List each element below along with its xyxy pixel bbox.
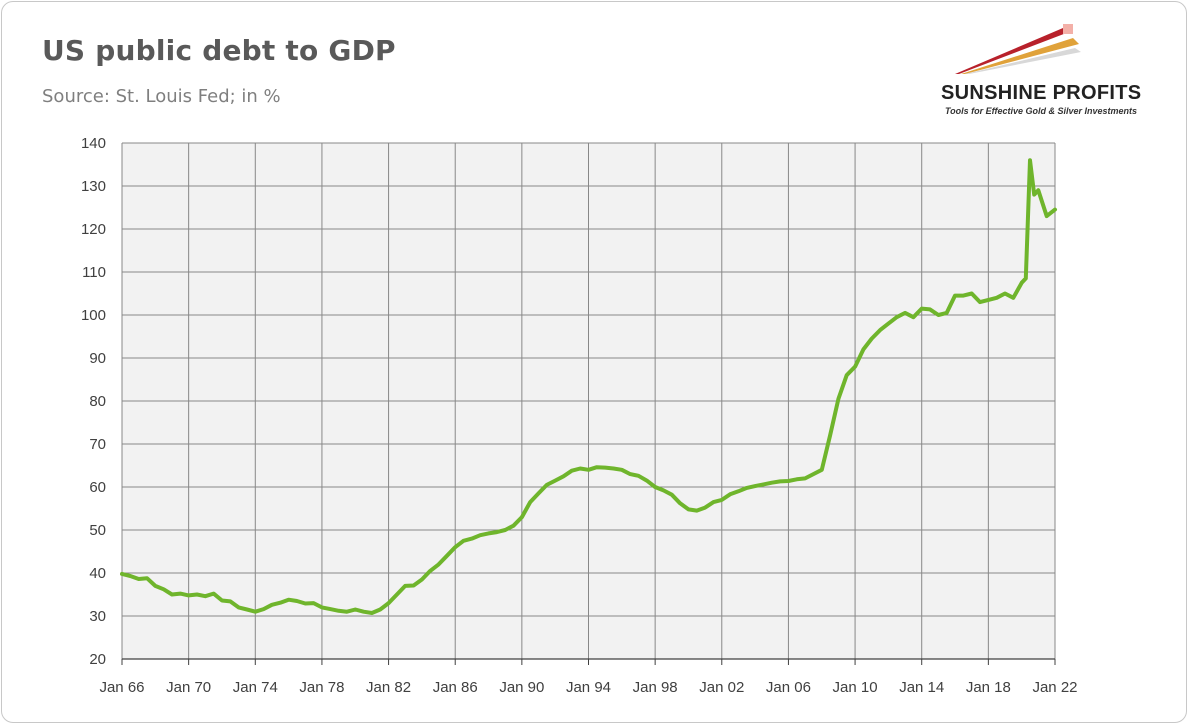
y-tick-label: 110 [82,264,106,281]
y-tick-label: 60 [89,479,106,496]
x-tick-label: Jan 14 [899,679,944,696]
y-tick-label: 80 [89,393,106,410]
logo-brand-text: SUNSHINE PROFITS [941,82,1142,104]
logo-tagline: Tools for Effective Gold & Silver Invest… [945,106,1138,116]
x-tick-label: Jan 74 [233,679,278,696]
y-tick-label: 20 [89,651,106,668]
y-tick-label: 30 [89,608,106,625]
series-line-0 [120,158,1057,615]
x-tick-label: Jan 86 [433,679,478,696]
x-tick-label: Jan 70 [166,679,211,696]
chart-title: US public debt to GDP [42,34,396,67]
x-tick-label: Jan 90 [499,679,544,696]
y-tick-label: 130 [81,178,106,195]
chart-subtitle: Source: St. Louis Fed; in % [42,86,281,107]
x-tick-label: Jan 82 [366,679,411,696]
x-tick-label: Jan 22 [1032,679,1077,696]
y-tick-label: 120 [81,221,106,238]
y-tick-label: 90 [89,350,106,367]
x-tick-label: Jan 06 [766,679,811,696]
y-tick-label: 40 [89,565,106,582]
y-tick-label: 100 [81,307,106,324]
x-tick-label: Jan 10 [833,679,878,696]
x-tick-label: Jan 94 [566,679,611,696]
y-tick-label: 140 [81,135,106,152]
x-tick-label: Jan 02 [699,679,744,696]
y-tick-label: 70 [89,436,106,453]
y-tick-label: 50 [89,522,106,539]
x-tick-label: Jan 66 [99,679,144,696]
logo-swoosh-icon [955,24,1081,74]
x-tick-label: Jan 98 [633,679,678,696]
x-tick-label: Jan 18 [966,679,1011,696]
sunshine-profits-logo: SUNSHINE PROFITS Tools for Effective Gol… [935,18,1170,118]
x-tick-label: Jan 78 [299,679,344,696]
